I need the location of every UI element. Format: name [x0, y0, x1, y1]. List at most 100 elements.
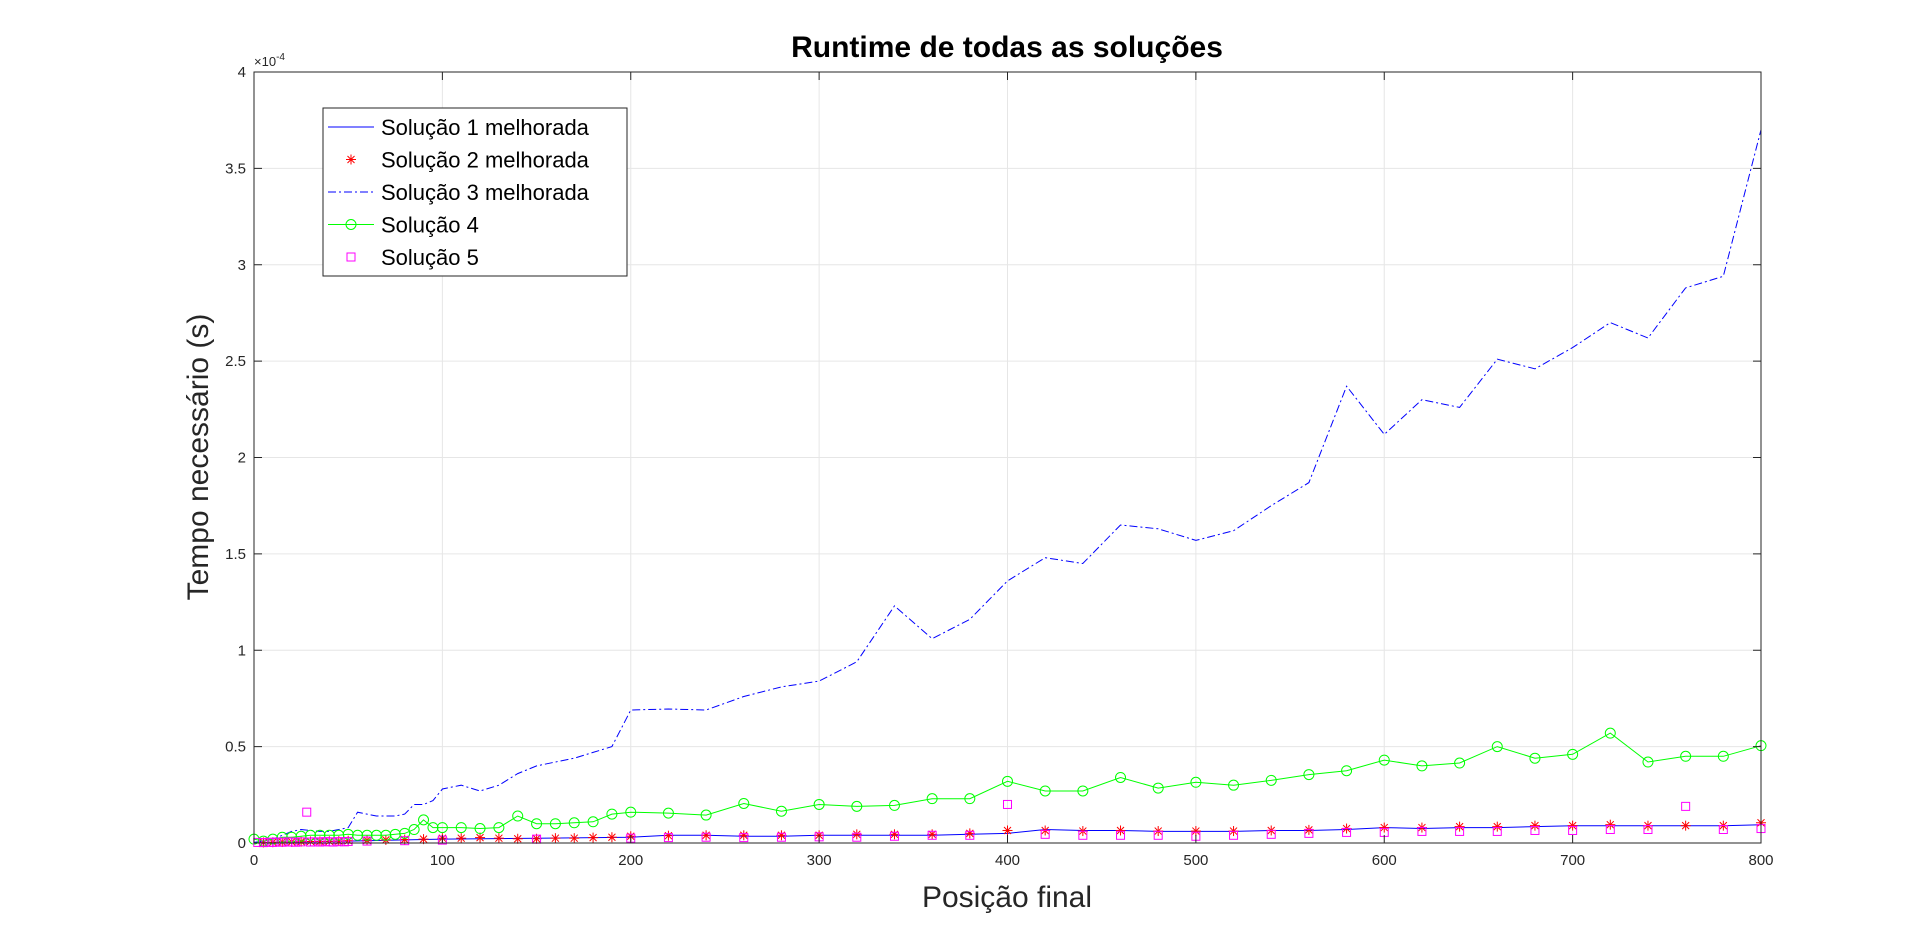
series-2-point-stroke — [532, 834, 541, 843]
series-2-point — [418, 834, 429, 845]
series-5-point — [1078, 830, 1088, 840]
y-axis-label: Tempo necessário (s) — [182, 314, 215, 601]
series-4-point — [314, 829, 326, 841]
series-5-point — [362, 836, 372, 846]
series-4-point — [775, 805, 787, 817]
series-2-point — [493, 833, 504, 844]
series-4-point — [1341, 765, 1353, 777]
series-4-point — [1454, 757, 1466, 769]
series-2-point-stroke — [1568, 821, 1577, 830]
series-2-point-stroke — [551, 834, 560, 843]
series-5-point — [328, 837, 338, 847]
series-4-point — [531, 818, 543, 830]
legend-marker-stroke — [347, 155, 355, 164]
series-2-point — [1115, 825, 1126, 836]
series-4-point — [1077, 785, 1089, 797]
series-5-point — [1718, 825, 1728, 835]
series-5-point — [1643, 825, 1653, 835]
series-3 — [253, 129, 1762, 843]
series-2-point-stroke — [1003, 826, 1012, 835]
legend-marker — [346, 154, 356, 165]
legend-label: Solução 5 — [381, 245, 479, 270]
series-5-point — [776, 832, 786, 842]
y-tick-label: 4 — [238, 64, 246, 81]
series-2-point — [588, 832, 599, 843]
legend-entry-2: Solução 2 melhorada — [346, 148, 590, 173]
series-2-point — [1605, 819, 1616, 830]
grid — [253, 71, 1762, 844]
series-5-point — [1153, 830, 1163, 840]
series-2-point-stroke — [316, 837, 324, 846]
y-tick-label: 1 — [238, 642, 246, 659]
series-5-point — [852, 832, 862, 842]
y-tick-label: 2.5 — [225, 353, 246, 370]
series-4-point — [568, 817, 580, 829]
series-3-line — [253, 129, 1762, 843]
series-4-point — [964, 793, 976, 805]
x-tick-label: 800 — [1748, 852, 1773, 869]
series-2-point — [314, 836, 325, 847]
series-4-point — [436, 822, 448, 834]
series-4-point — [361, 829, 373, 841]
series-5-point — [315, 837, 325, 847]
y-tick-label: 3.5 — [225, 160, 246, 177]
series-4-point — [662, 807, 674, 819]
series-4-point — [408, 824, 420, 836]
series-2-point — [1529, 820, 1540, 831]
y-tick-label: 2 — [238, 450, 246, 467]
series-2-point-stroke — [1455, 822, 1464, 831]
series-4-point — [276, 831, 288, 843]
series-5-point — [1229, 830, 1239, 840]
series-5-point — [1605, 825, 1615, 835]
series-4-line — [253, 732, 1762, 842]
series-5-point — [927, 830, 937, 840]
series-4-point — [1642, 756, 1654, 768]
series-2-point-stroke — [1681, 821, 1690, 830]
series-5-point — [1492, 826, 1502, 836]
series-4-point — [418, 814, 430, 826]
series-4-point — [474, 823, 486, 835]
series-4-point — [738, 797, 750, 809]
legend: Solução 1 melhorada Solução 2 melhorada So… — [322, 107, 628, 277]
series-4-point — [549, 818, 561, 830]
series-4-point — [370, 829, 382, 841]
series-5-point — [334, 837, 344, 847]
series-2-point-stroke — [1116, 826, 1125, 835]
series-5-point — [302, 807, 312, 817]
series-5-point — [1417, 826, 1427, 836]
y-tick-label: 1.5 — [225, 546, 246, 563]
x-tick-label: 200 — [618, 852, 643, 869]
series-2-point-stroke — [513, 834, 522, 843]
legend-label: Solução 2 melhorada — [381, 148, 590, 173]
series-5-point — [1116, 830, 1126, 840]
legend-entry-1: Solução 1 melhorada — [328, 115, 590, 140]
series-5-point — [343, 836, 353, 846]
series-5-point — [1304, 828, 1314, 838]
series-4-point — [813, 798, 825, 810]
series-2-point-stroke — [570, 834, 579, 843]
series-4-point — [1115, 771, 1127, 783]
series-5-point — [309, 837, 319, 847]
series-2-point-stroke — [1493, 822, 1502, 831]
legend-entry-3: Solução 3 melhorada — [328, 180, 590, 205]
x-tick-label: 600 — [1372, 852, 1397, 869]
series-5-point — [739, 833, 749, 843]
series-2-point — [569, 833, 580, 844]
series-2-point — [1454, 821, 1465, 832]
series-5-point — [889, 831, 899, 841]
series-2-point-stroke — [457, 834, 466, 843]
series-2-point-stroke — [608, 833, 616, 842]
series-5-point — [1040, 829, 1050, 839]
series-4-point — [1303, 769, 1315, 781]
series-4-point — [851, 800, 863, 812]
series-4-point — [427, 822, 439, 834]
series-2-point — [1492, 821, 1503, 832]
series-4-point — [1416, 760, 1428, 772]
series-2-point-stroke — [852, 830, 861, 839]
series-4-point — [587, 816, 599, 828]
series-4-point — [1567, 748, 1579, 760]
series-5-point — [296, 837, 306, 847]
series-2-point-stroke — [1192, 827, 1200, 835]
series-4-point — [399, 827, 411, 839]
